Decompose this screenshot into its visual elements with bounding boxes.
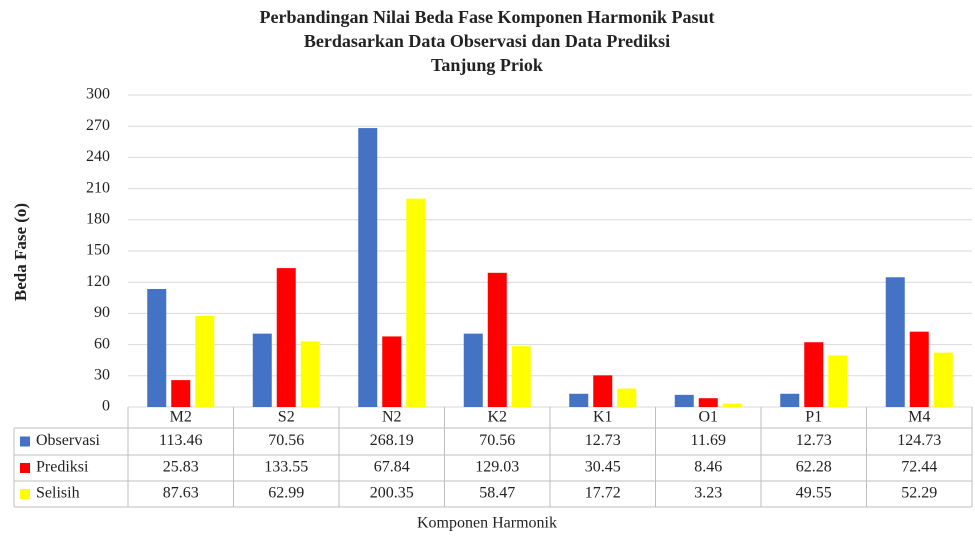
table-cell: 200.35 bbox=[370, 485, 414, 502]
x-tick-label: K1 bbox=[593, 409, 613, 426]
legend-label: Selisih bbox=[36, 485, 80, 502]
y-tick-label: 0 bbox=[102, 398, 110, 415]
x-tick-label: K2 bbox=[487, 409, 507, 426]
table-cell: 70.56 bbox=[268, 432, 304, 449]
x-tick-label: O1 bbox=[698, 409, 718, 426]
legend-key bbox=[20, 489, 30, 499]
bar bbox=[406, 198, 426, 407]
table-cell: 113.46 bbox=[159, 432, 202, 449]
y-tick-label: 240 bbox=[86, 148, 110, 165]
legend-label: Observasi bbox=[36, 432, 101, 449]
bar bbox=[358, 128, 378, 407]
bar bbox=[885, 277, 905, 407]
y-tick-label: 180 bbox=[86, 210, 110, 227]
x-tick-label: S2 bbox=[278, 409, 295, 426]
table-cell: 49.55 bbox=[796, 485, 832, 502]
y-tick-label: 90 bbox=[94, 304, 110, 321]
table-cell: 133.55 bbox=[264, 459, 308, 476]
bar bbox=[171, 380, 191, 407]
bar bbox=[569, 393, 589, 407]
table-cell: 30.45 bbox=[585, 459, 621, 476]
table-cell: 11.69 bbox=[691, 432, 726, 449]
table-cell: 67.84 bbox=[374, 459, 410, 476]
table-cell: 62.28 bbox=[796, 459, 832, 476]
bar bbox=[804, 342, 824, 407]
bar bbox=[382, 336, 402, 407]
bar bbox=[698, 398, 718, 407]
table-cell: 72.44 bbox=[901, 459, 937, 476]
chart-title: Tanjung Priok bbox=[431, 55, 543, 75]
y-tick-label: 30 bbox=[94, 366, 110, 383]
legend-key bbox=[20, 436, 30, 447]
x-tick-label: M2 bbox=[170, 409, 192, 426]
table-cell: 25.83 bbox=[163, 459, 199, 476]
table-cell: 87.63 bbox=[163, 485, 199, 502]
bar bbox=[195, 315, 215, 407]
bar bbox=[463, 333, 483, 407]
table-cell: 70.56 bbox=[479, 432, 515, 449]
bar bbox=[780, 393, 800, 407]
bar bbox=[933, 352, 953, 407]
y-tick-label: 150 bbox=[86, 242, 110, 259]
bar bbox=[300, 341, 320, 407]
y-tick-label: 300 bbox=[86, 86, 110, 103]
bar bbox=[674, 394, 694, 407]
x-tick-label: M4 bbox=[908, 409, 930, 426]
bar bbox=[147, 289, 167, 407]
y-axis-label: Beda Fase (o) bbox=[11, 203, 30, 301]
table-cell: 52.29 bbox=[901, 485, 937, 502]
table-cell: 124.73 bbox=[897, 432, 941, 449]
table-cell: 12.73 bbox=[796, 432, 832, 449]
bar bbox=[617, 388, 637, 407]
chart-title: Perbandingan Nilai Beda Fase Komponen Ha… bbox=[259, 7, 714, 27]
y-tick-label: 270 bbox=[86, 117, 110, 134]
bar bbox=[276, 268, 296, 407]
table-cell: 62.99 bbox=[268, 485, 304, 502]
table-cell: 129.03 bbox=[475, 459, 519, 476]
bar bbox=[487, 272, 507, 407]
bar bbox=[252, 333, 272, 407]
bar bbox=[511, 346, 531, 407]
bar bbox=[909, 331, 929, 407]
bar bbox=[722, 403, 742, 407]
x-tick-label: P1 bbox=[805, 409, 822, 426]
legend-label: Prediksi bbox=[36, 459, 89, 476]
table-cell: 8.46 bbox=[694, 459, 722, 476]
x-axis-label: Komponen Harmonik bbox=[417, 515, 557, 532]
table-cell: 58.47 bbox=[479, 485, 515, 502]
table-cell: 3.23 bbox=[694, 485, 722, 502]
table-cell: 17.72 bbox=[585, 485, 621, 502]
legend-key bbox=[20, 463, 30, 473]
y-tick-label: 60 bbox=[94, 335, 110, 352]
table-cell: 12.73 bbox=[585, 432, 621, 449]
bar bbox=[593, 375, 613, 407]
x-tick-label: N2 bbox=[382, 409, 402, 426]
bar bbox=[828, 355, 848, 407]
y-tick-label: 210 bbox=[86, 179, 110, 196]
table-cell: 268.19 bbox=[370, 432, 414, 449]
chart-title: Berdasarkan Data Observasi dan Data Pred… bbox=[304, 31, 670, 51]
y-tick-label: 120 bbox=[86, 273, 110, 290]
